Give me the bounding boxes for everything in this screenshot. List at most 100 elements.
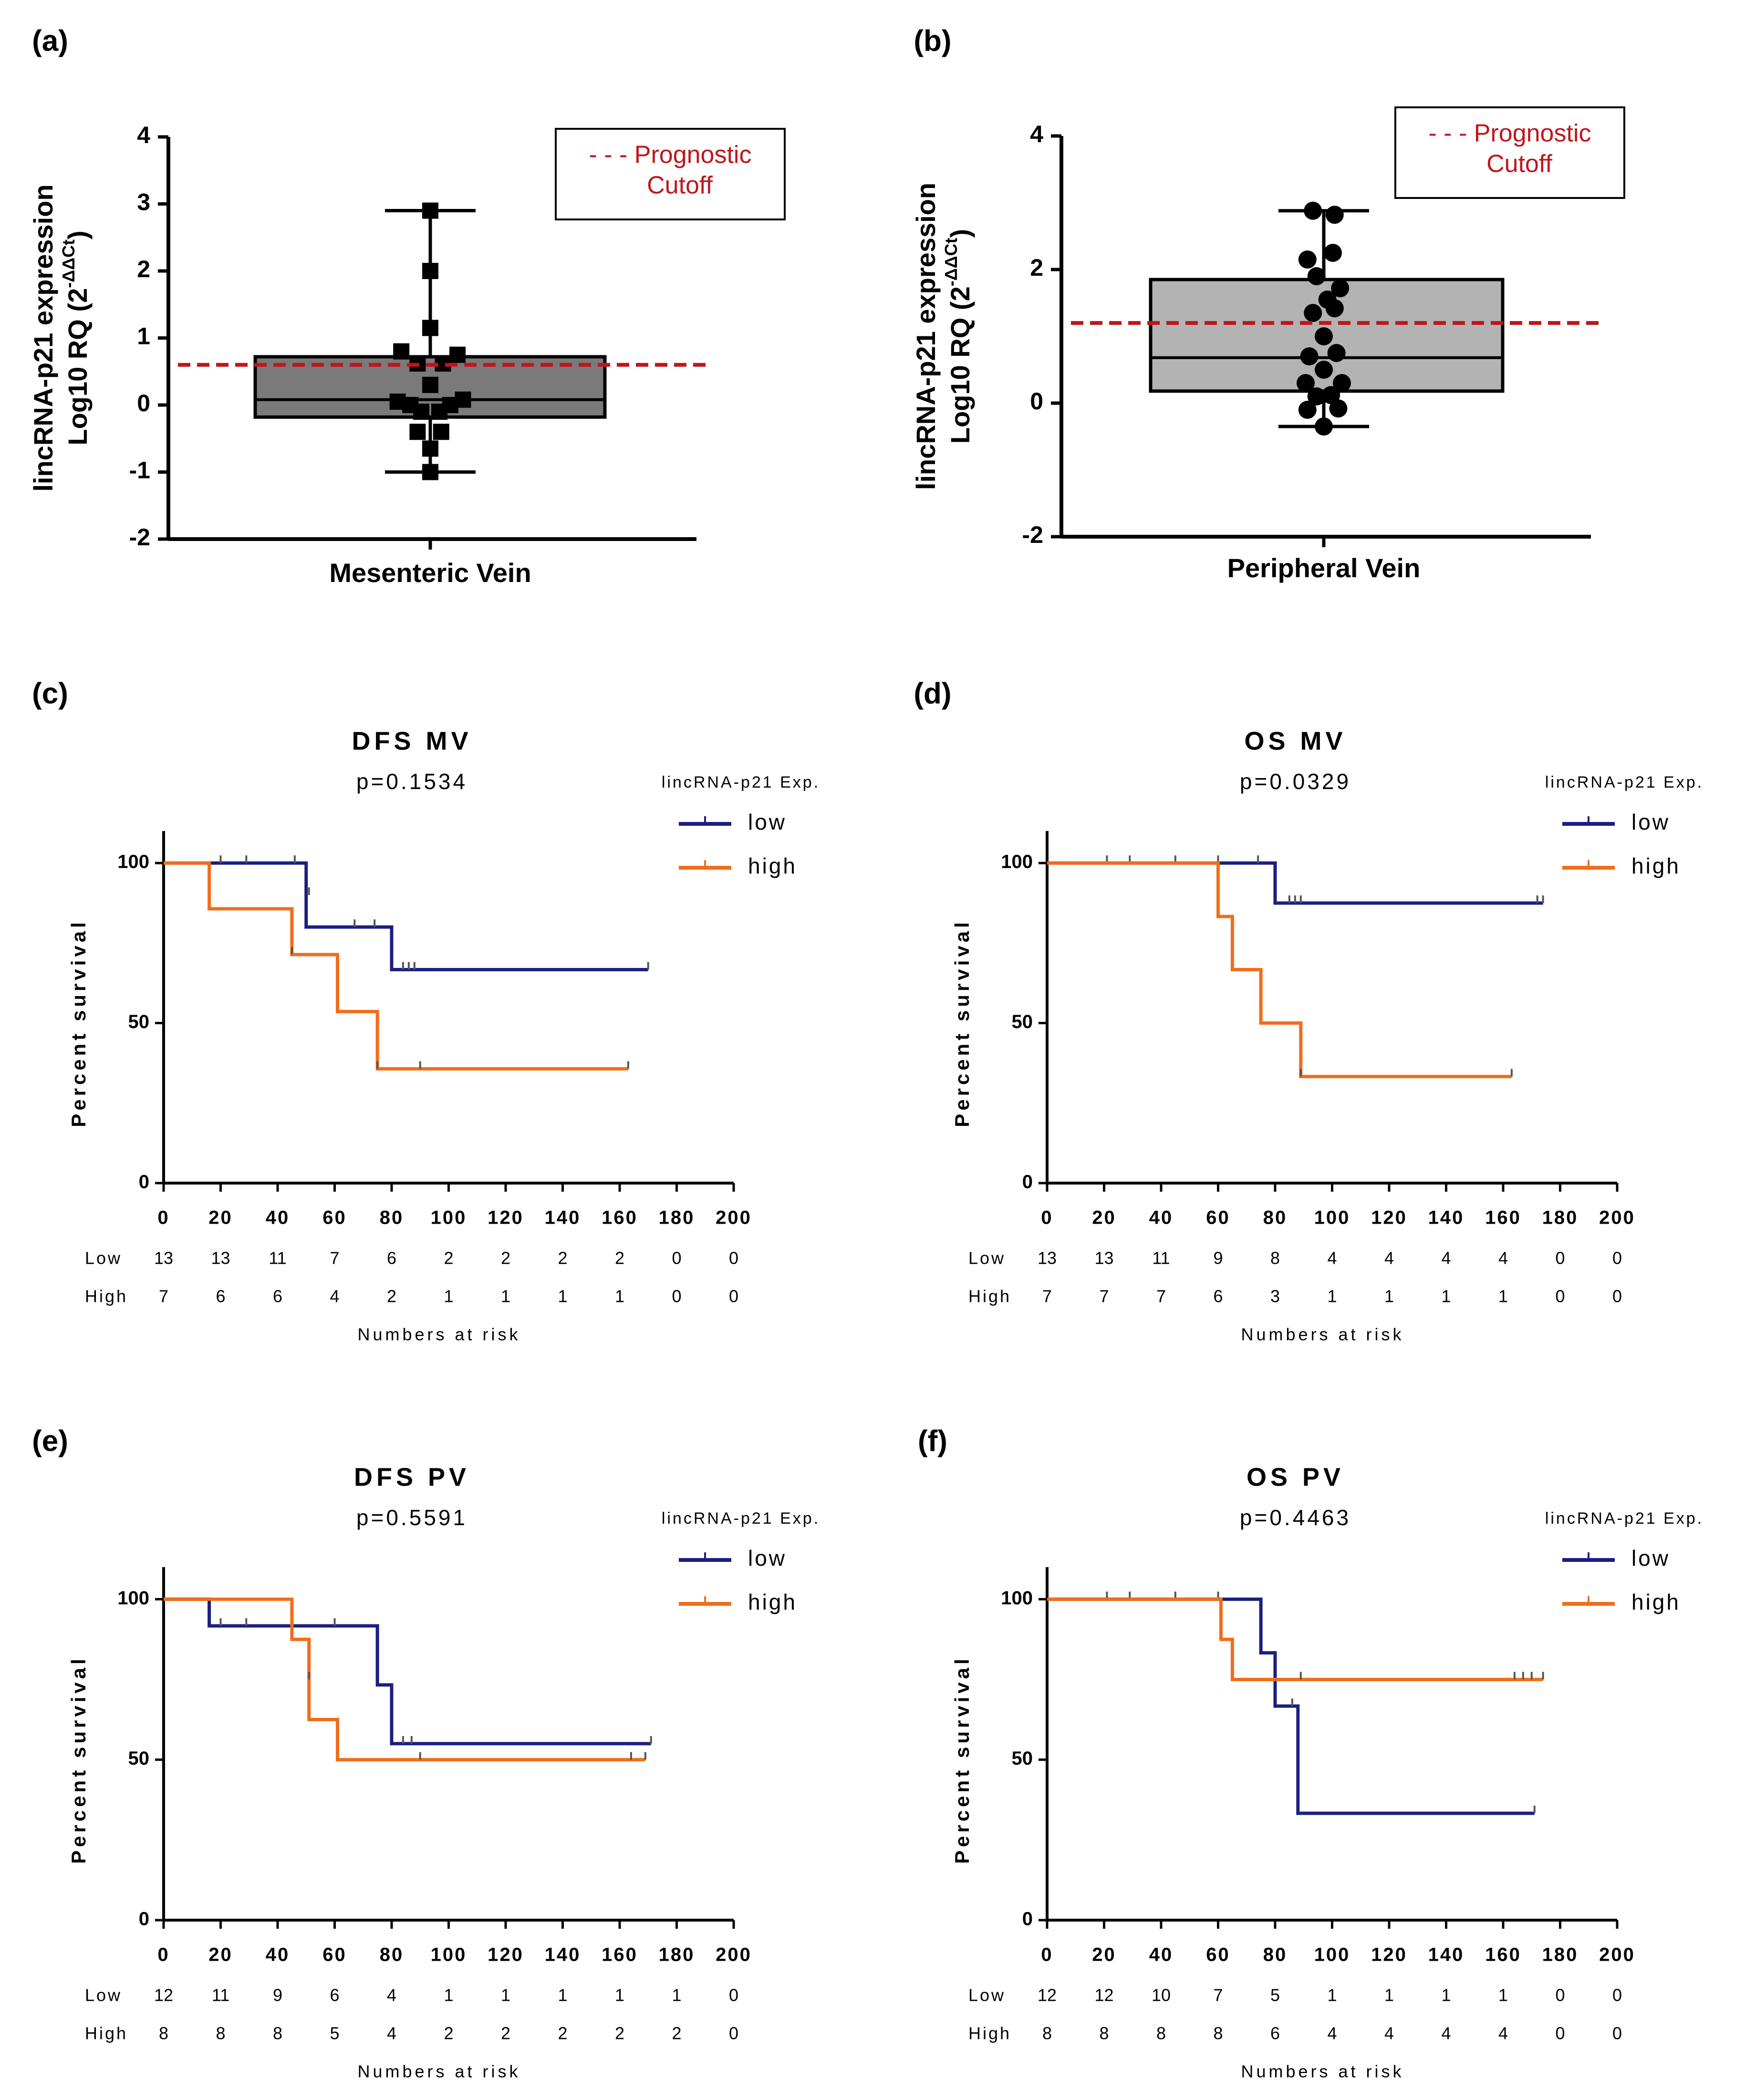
risk-count: 7 xyxy=(1213,1986,1223,2005)
risk-count: 4 xyxy=(1327,2024,1337,2043)
risk-count: 7 xyxy=(1042,1287,1052,1306)
y-axis-label: Percent survival xyxy=(951,1655,973,1864)
risk-count: 1 xyxy=(615,1986,624,2005)
y-tick-label: 100 xyxy=(117,1588,149,1609)
risk-count: 8 xyxy=(159,2024,168,2043)
legend-label: - - - Prognostic xyxy=(1429,120,1591,147)
risk-count: 1 xyxy=(1384,1287,1394,1306)
risk-count: 1 xyxy=(558,1287,567,1306)
risk-count: 4 xyxy=(1441,1248,1451,1268)
x-tick-label: 40 xyxy=(266,1944,290,1965)
x-tick-label: 160 xyxy=(1485,1944,1521,1965)
legend-box xyxy=(1394,106,1625,199)
data-point xyxy=(1315,361,1333,379)
x-axis-label: Numbers at risk xyxy=(357,1325,520,1344)
panel-label: (f) xyxy=(918,1424,947,1457)
x-tick-label: 140 xyxy=(545,1207,581,1228)
y-tick-label: 0 xyxy=(139,1909,149,1930)
risk-count: 0 xyxy=(729,1986,738,2005)
risk-count: 4 xyxy=(387,1986,396,2005)
x-tick-label: 120 xyxy=(488,1207,524,1228)
risk-count: 6 xyxy=(273,1287,282,1306)
risk-count: 0 xyxy=(1555,1248,1565,1268)
survival-curve-low xyxy=(164,1597,651,1746)
y-tick-label: 50 xyxy=(128,1748,150,1769)
y-axis-label-2: Log10 RQ (2-ΔΔCt) xyxy=(941,229,975,444)
legend-title: lincRNA-p21 Exp. xyxy=(662,1509,820,1528)
risk-count: 12 xyxy=(154,1986,173,2005)
chart-title: DFS MV xyxy=(352,727,472,755)
risk-count: 1 xyxy=(1384,1986,1394,2005)
legend-label: - - - Prognostic xyxy=(589,141,752,169)
x-axis-label: Peripheral Vein xyxy=(1227,553,1421,583)
data-point xyxy=(431,404,447,420)
survival-curve-low xyxy=(164,861,648,972)
x-tick-label: 160 xyxy=(602,1944,638,1965)
p-value: p=0.4463 xyxy=(1240,1505,1351,1530)
y-tick-label: 100 xyxy=(1001,1588,1033,1609)
data-point xyxy=(1324,244,1342,262)
x-tick-label: 200 xyxy=(716,1207,752,1228)
risk-count: 8 xyxy=(216,2024,225,2043)
x-tick-label: 0 xyxy=(157,1944,169,1965)
x-tick-label: 200 xyxy=(1599,1944,1635,1965)
y-tick-label: 0 xyxy=(139,1172,149,1193)
risk-row-label: High xyxy=(85,1287,128,1306)
superscript: -ΔΔCt xyxy=(941,238,961,287)
data-point xyxy=(413,404,429,420)
legend-label: Cutoff xyxy=(1486,150,1552,178)
risk-count: 7 xyxy=(1099,1287,1109,1306)
risk-count: 9 xyxy=(1213,1248,1223,1268)
y-tick-label: 50 xyxy=(128,1011,150,1032)
risk-count: 5 xyxy=(1270,1986,1280,2005)
survival-curve-low xyxy=(1047,1597,1535,1815)
y-tick-label: 3 xyxy=(137,189,150,216)
data-point xyxy=(422,263,438,279)
x-axis-label: Mesenteric Vein xyxy=(329,558,531,588)
risk-count: 12 xyxy=(1038,1986,1057,2005)
risk-count: 0 xyxy=(1555,2024,1565,2043)
y-axis-label: lincRNA-p21 expression xyxy=(911,183,941,490)
x-tick-label: 20 xyxy=(208,1944,233,1965)
x-tick-label: 60 xyxy=(1206,1944,1230,1965)
legend-box xyxy=(555,128,786,220)
data-point xyxy=(1298,401,1317,419)
risk-count: 11 xyxy=(212,1986,229,2005)
y-tick-label: -2 xyxy=(129,524,150,551)
panel-label: (e) xyxy=(32,1424,68,1457)
x-tick-label: 60 xyxy=(1206,1207,1230,1228)
x-axis-label: Numbers at risk xyxy=(357,2062,520,2081)
y-tick-label: 0 xyxy=(1030,388,1043,415)
legend-label: high xyxy=(1631,853,1681,878)
x-tick-label: 100 xyxy=(1314,1944,1350,1965)
risk-count: 9 xyxy=(273,1986,282,2005)
data-point xyxy=(1297,374,1315,392)
legend-title: lincRNA-p21 Exp. xyxy=(1545,1509,1703,1528)
x-tick-label: 140 xyxy=(1428,1944,1465,1965)
risk-count: 2 xyxy=(444,2024,453,2043)
data-point xyxy=(1329,399,1348,418)
y-tick-label: 0 xyxy=(1022,1172,1033,1193)
data-point xyxy=(1325,206,1344,224)
data-point xyxy=(422,202,438,219)
legend-label: Cutoff xyxy=(647,172,713,199)
risk-count: 13 xyxy=(1038,1248,1057,1268)
data-point xyxy=(422,320,438,336)
y-tick-label: 4 xyxy=(137,122,150,148)
chart-title: OS PV xyxy=(1246,1463,1344,1491)
risk-count: 3 xyxy=(1270,1287,1280,1306)
risk-count: 4 xyxy=(387,2024,396,2043)
risk-count: 1 xyxy=(1498,1986,1508,2005)
data-point xyxy=(1322,386,1340,405)
x-tick-label: 180 xyxy=(1542,1207,1579,1228)
panel-label: (d) xyxy=(914,677,951,710)
y-tick-label: -2 xyxy=(1022,521,1043,548)
legend-label: high xyxy=(1631,1590,1681,1614)
legend-title: lincRNA-p21 Exp. xyxy=(1545,773,1703,791)
y-tick-label: 50 xyxy=(1012,1748,1033,1769)
x-tick-label: 120 xyxy=(488,1944,524,1965)
data-point xyxy=(1304,201,1322,220)
risk-count: 0 xyxy=(672,1287,681,1306)
x-tick-label: 100 xyxy=(1314,1207,1350,1228)
